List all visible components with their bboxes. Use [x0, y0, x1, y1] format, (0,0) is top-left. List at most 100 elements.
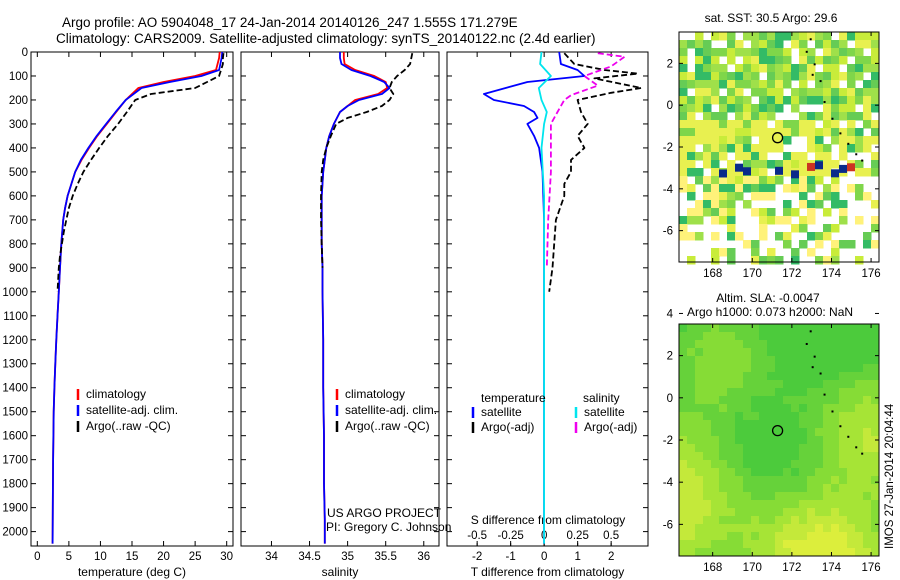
map-cell [815, 128, 824, 137]
map-cell [775, 388, 784, 397]
map-cell [759, 152, 768, 161]
map-cell [767, 428, 776, 437]
map-y-tick-label: -2 [663, 142, 673, 154]
map-cell [839, 40, 848, 49]
map-cell [735, 168, 744, 177]
map-cell [863, 356, 872, 365]
map-cell [871, 80, 880, 89]
map-cell [775, 412, 784, 421]
map-cell [871, 412, 880, 421]
map-cell [855, 420, 864, 429]
map-cell [743, 532, 752, 541]
map-cell [703, 72, 712, 81]
map-cell [735, 452, 744, 461]
map-cell [679, 64, 688, 73]
map-cell [711, 388, 720, 397]
map-cell [711, 364, 720, 373]
map-cell [775, 160, 784, 169]
map-cell [751, 192, 760, 201]
map-cell [799, 32, 808, 41]
map-cell [751, 152, 760, 161]
map-cell [695, 168, 704, 177]
map-cell [719, 128, 728, 137]
map-cell [847, 444, 856, 453]
map-cell [775, 540, 784, 549]
map-cell [711, 248, 720, 257]
header-line-1: Argo profile: AO 5904048_17 24-Jan-2014 … [62, 15, 518, 30]
map-cell [687, 324, 696, 333]
map-cell [847, 540, 856, 549]
map-cell [743, 540, 752, 549]
map-cell [759, 332, 768, 341]
map-cell [855, 348, 864, 357]
map-cell [695, 484, 704, 493]
map-cell [727, 364, 736, 373]
map-cell [863, 412, 872, 421]
map-cell [711, 144, 720, 153]
map-cell [799, 372, 808, 381]
map-cell [743, 167, 751, 176]
map-cell [735, 348, 744, 357]
map-cell [767, 412, 776, 421]
map-cell [711, 444, 720, 453]
map-cell [807, 96, 816, 105]
map-cell [831, 500, 840, 509]
map-cell [767, 436, 776, 445]
map-cell [735, 484, 744, 493]
map-cell [727, 256, 736, 265]
map-cell [815, 72, 824, 81]
series-line-2 [320, 53, 414, 268]
map-cell [679, 508, 688, 517]
map-cell [679, 160, 688, 169]
y-tick-label: 800 [9, 239, 28, 251]
map-cell [863, 428, 872, 437]
map-cell [687, 216, 696, 225]
map-cell [727, 388, 736, 397]
map-cell [839, 372, 848, 381]
map-cell [831, 548, 840, 557]
map-cell [823, 460, 832, 469]
map-cell [735, 540, 744, 549]
map-cell [871, 508, 880, 517]
map-cell [823, 80, 832, 89]
map-cell [759, 492, 768, 501]
map-cell [767, 340, 776, 349]
map-cell [815, 532, 824, 541]
map-cell [767, 332, 776, 341]
map-cell [791, 452, 800, 461]
map-cell [703, 500, 712, 509]
map-cell [743, 508, 752, 517]
map-cell [823, 540, 832, 549]
map-cell [815, 112, 824, 121]
map-cell [711, 500, 720, 509]
map-cell [799, 460, 808, 469]
map-cell [767, 420, 776, 429]
map-cell [799, 224, 808, 233]
map-cell [799, 56, 808, 65]
map-cell [767, 48, 776, 57]
map-cell [871, 128, 880, 137]
map-cell [743, 404, 752, 413]
map-cell [847, 64, 856, 73]
map-cell [775, 176, 784, 185]
map-cell [711, 404, 720, 413]
map-cell [855, 444, 864, 453]
map-cell [759, 120, 768, 129]
map-cell [775, 444, 784, 453]
map-cell [831, 364, 840, 373]
map-cell [719, 248, 728, 257]
map-cell [727, 484, 736, 493]
plot-frame [446, 51, 649, 547]
map-cell [839, 540, 848, 549]
map-cell [767, 476, 776, 485]
map-cell [823, 144, 832, 153]
y-tick-label: 200 [9, 95, 28, 107]
map-cell [743, 348, 752, 357]
map-cell [695, 428, 704, 437]
map-cell [863, 136, 872, 145]
map-cell [847, 404, 856, 413]
map-cell [743, 492, 752, 501]
map-cell [855, 192, 864, 201]
plot-frame [240, 51, 440, 547]
map-cell [687, 444, 696, 453]
